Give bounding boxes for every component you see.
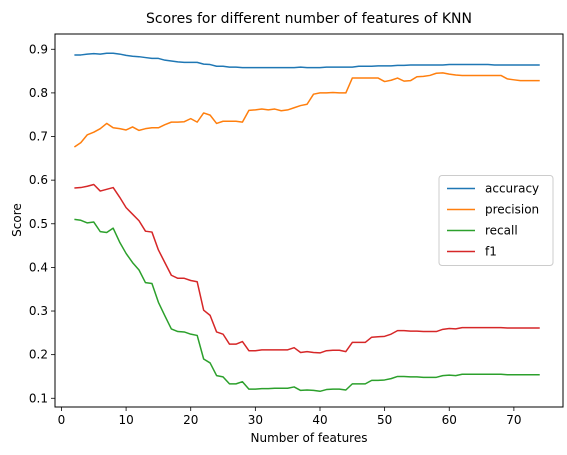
x-tick-label: 50 [377,413,392,427]
x-tick-label: 70 [506,413,521,427]
y-tick-label: 0.7 [29,130,48,144]
y-tick-label: 0.4 [29,260,48,274]
legend-label-recall: recall [485,224,518,238]
x-axis-title: Number of features [251,431,368,445]
legend-label-accuracy: accuracy [485,182,539,196]
legend-label-precision: precision [485,203,539,217]
x-tick-label: 0 [58,413,66,427]
y-tick-label: 0.3 [29,304,48,318]
x-tick-label: 60 [442,413,457,427]
y-tick-label: 0.2 [29,348,48,362]
y-tick-label: 0.9 [29,42,48,56]
x-axis: 0 10 20 30 40 50 60 70 [58,407,522,427]
legend-label-f1: f1 [485,245,497,259]
series-layer [73,52,540,393]
series-line-accuracy [74,52,540,69]
x-tick-label: 10 [118,413,133,427]
chart-title: Scores for different number of features … [146,11,472,27]
series-line-f1 [74,183,540,354]
legend-box [438,175,554,266]
legend: accuracy precision recall f1 [438,175,554,266]
series-line-recall [74,218,540,393]
y-tick-label: 0.5 [29,217,48,231]
y-tick-label: 0.8 [29,86,48,100]
y-axis-title: Score [10,203,24,237]
x-tick-label: 40 [312,413,327,427]
x-tick-label: 30 [248,413,263,427]
y-tick-label: 0.6 [29,173,48,187]
series-line-precision [73,72,540,148]
plot-frame [54,33,564,408]
x-tick-label: 20 [183,413,198,427]
y-axis: 0.1 0.2 0.3 0.4 0.5 0.6 0.7 0.8 0.9 [29,42,55,405]
y-tick-label: 0.1 [29,391,48,405]
